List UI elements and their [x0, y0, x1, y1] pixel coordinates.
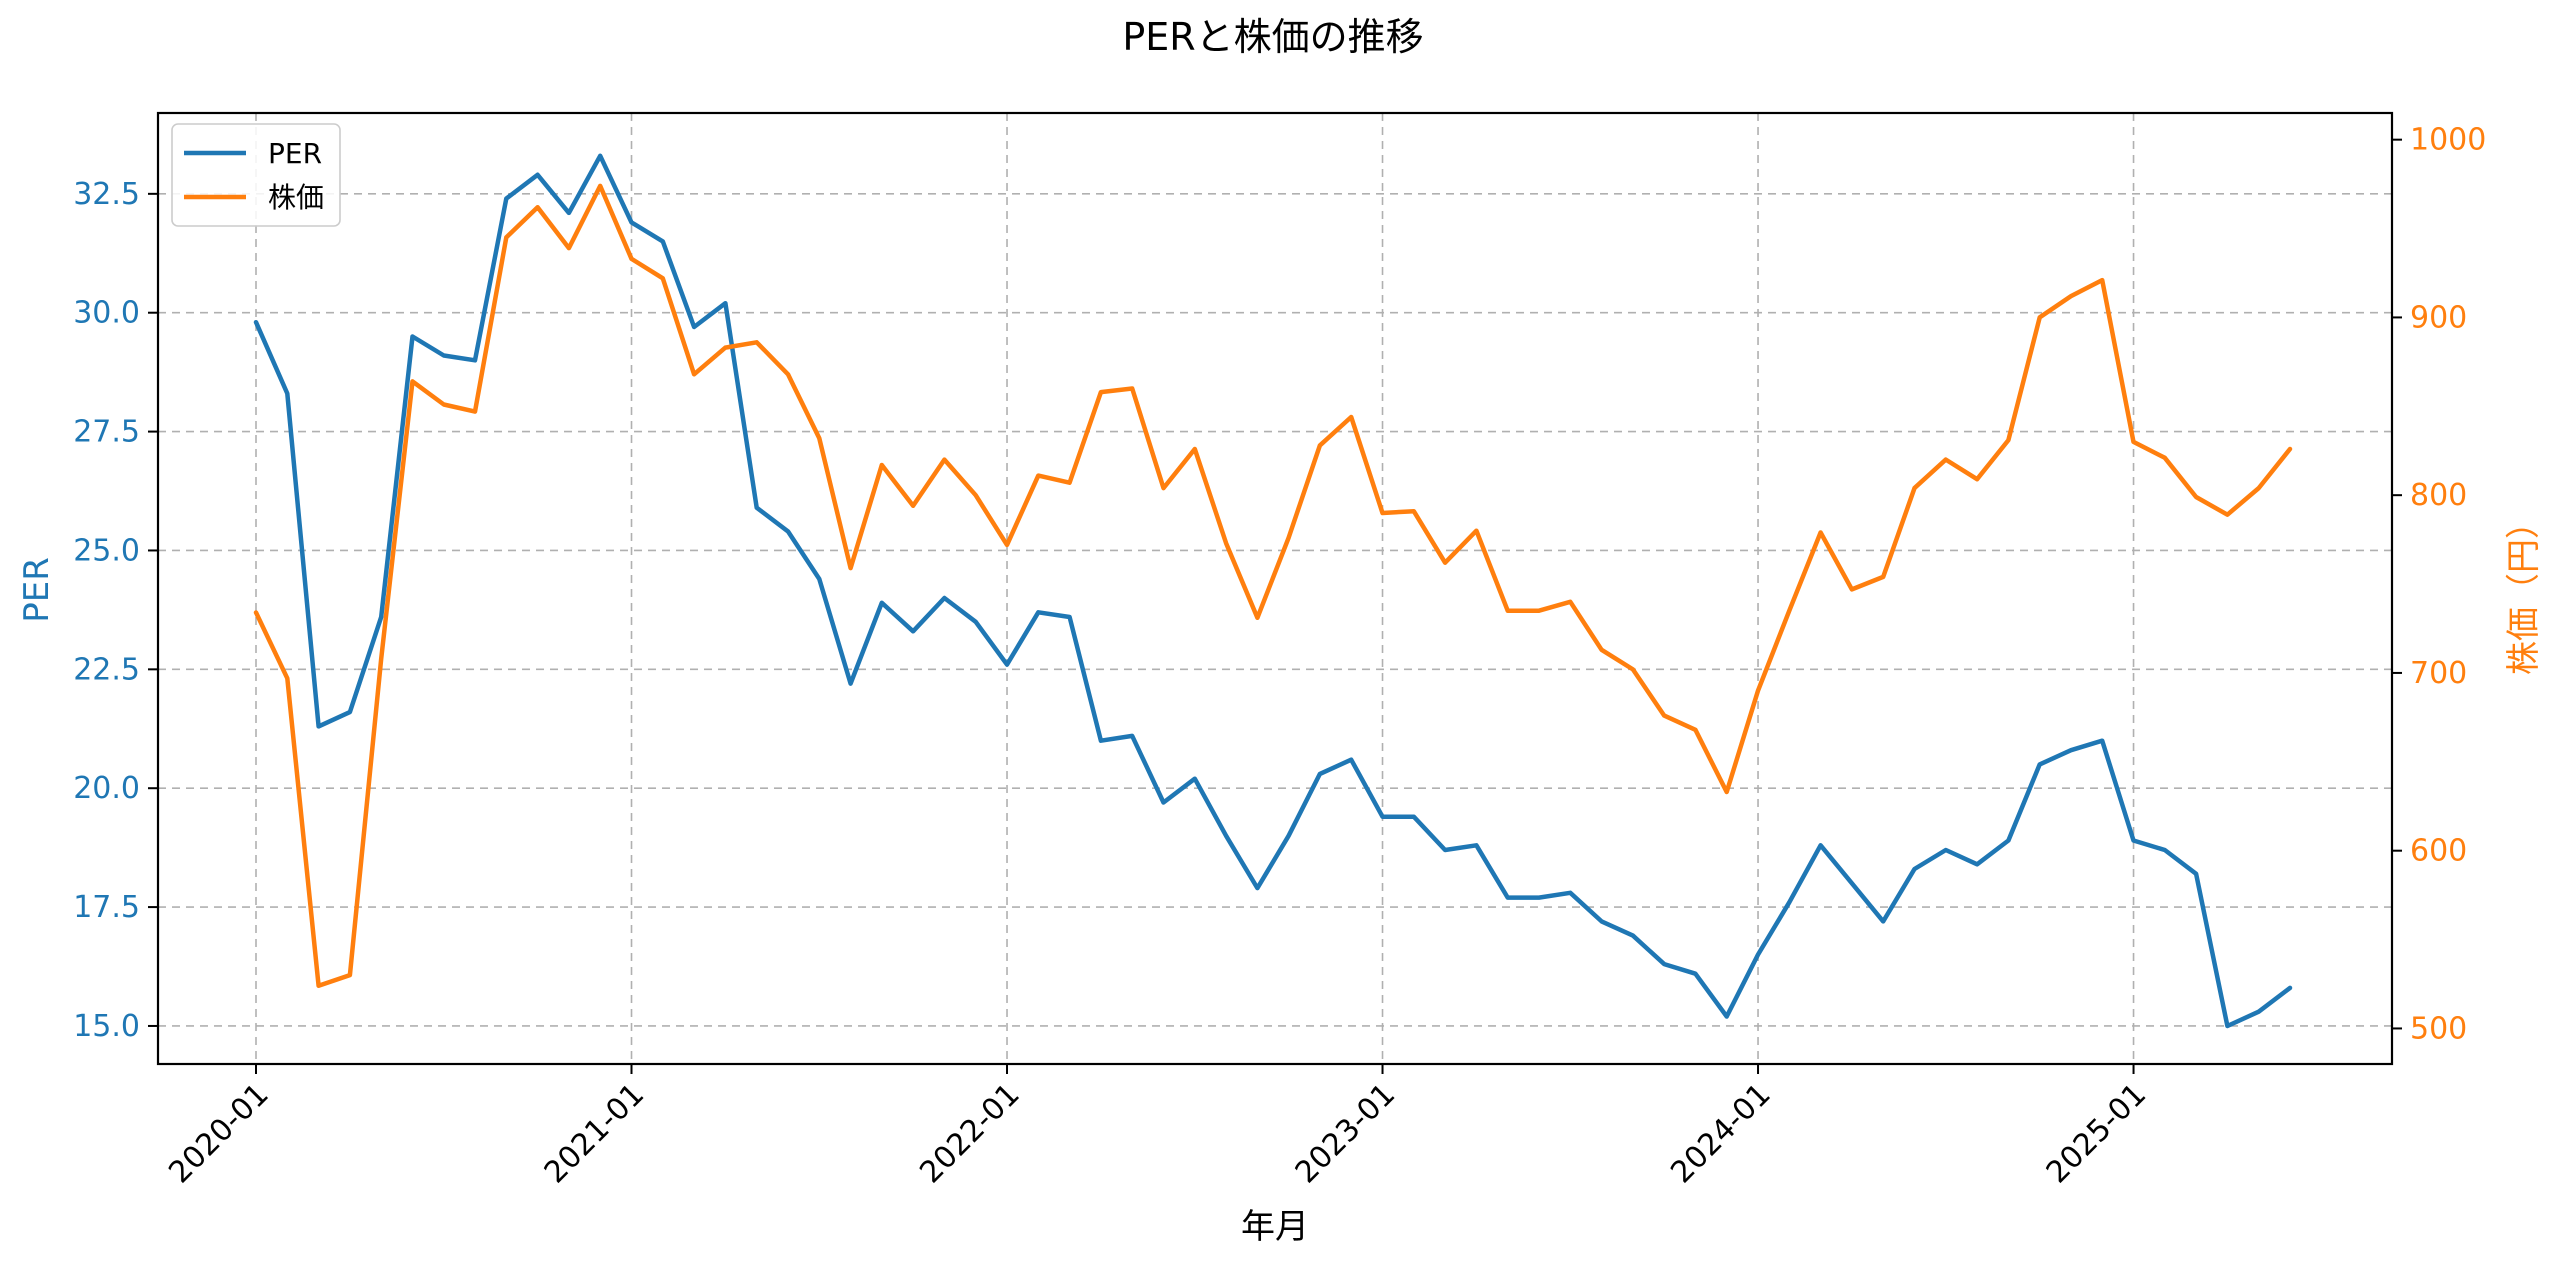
legend: PER 株価: [171, 123, 341, 227]
y-axis-left-title: PER: [17, 557, 57, 623]
y-right-tick-label: 700: [2410, 656, 2467, 691]
y-right-tick-label: 800: [2410, 478, 2467, 513]
series-layer: [253, 153, 2293, 1029]
legend-label-per: PER: [268, 137, 322, 170]
y-left-tick-label: 25.0: [73, 533, 140, 568]
y-right-tick-label: 500: [2410, 1011, 2467, 1046]
y-left-tick-label: 32.5: [73, 177, 140, 212]
x-tick-label: 2025-01: [2040, 1077, 2153, 1190]
legend-box: [171, 123, 341, 227]
y-left-tick-label: 30.0: [73, 296, 140, 331]
y-right-tick-label: 1000: [2410, 123, 2486, 158]
y-right-tick-label: 600: [2410, 834, 2467, 869]
series-line-price: [253, 183, 2293, 989]
legend-label-price: 株価: [268, 181, 324, 214]
series-line-per: [253, 153, 2293, 1029]
x-tick-label: 2020-01: [162, 1077, 275, 1190]
y-left-tick-label: 15.0: [73, 1009, 140, 1044]
y-right-tick-label: 900: [2410, 300, 2467, 335]
y-axis-right-title: 株価（円）: [2504, 505, 2544, 675]
plot-frame: [156, 111, 2394, 1066]
x-tick-label: 2021-01: [538, 1077, 651, 1190]
y-left-tick-label: 20.0: [73, 771, 140, 806]
y-left-tick-label: 17.5: [73, 890, 140, 925]
grid: [158, 113, 2392, 1064]
chart-title: PERと株価の推移: [1122, 15, 1423, 59]
y-left-tick-label: 27.5: [73, 415, 140, 450]
x-tick-label: 2023-01: [1289, 1077, 1402, 1190]
y-left-tick-label: 22.5: [73, 652, 140, 687]
x-tick-label: 2024-01: [1664, 1077, 1777, 1190]
x-tick-label: 2022-01: [913, 1077, 1026, 1190]
x-axis-title: 年月: [1241, 1207, 1309, 1247]
axes: 2020-01 2021-01 2022-01 2023-01 2024-01 2025-…: [73, 123, 2486, 1191]
